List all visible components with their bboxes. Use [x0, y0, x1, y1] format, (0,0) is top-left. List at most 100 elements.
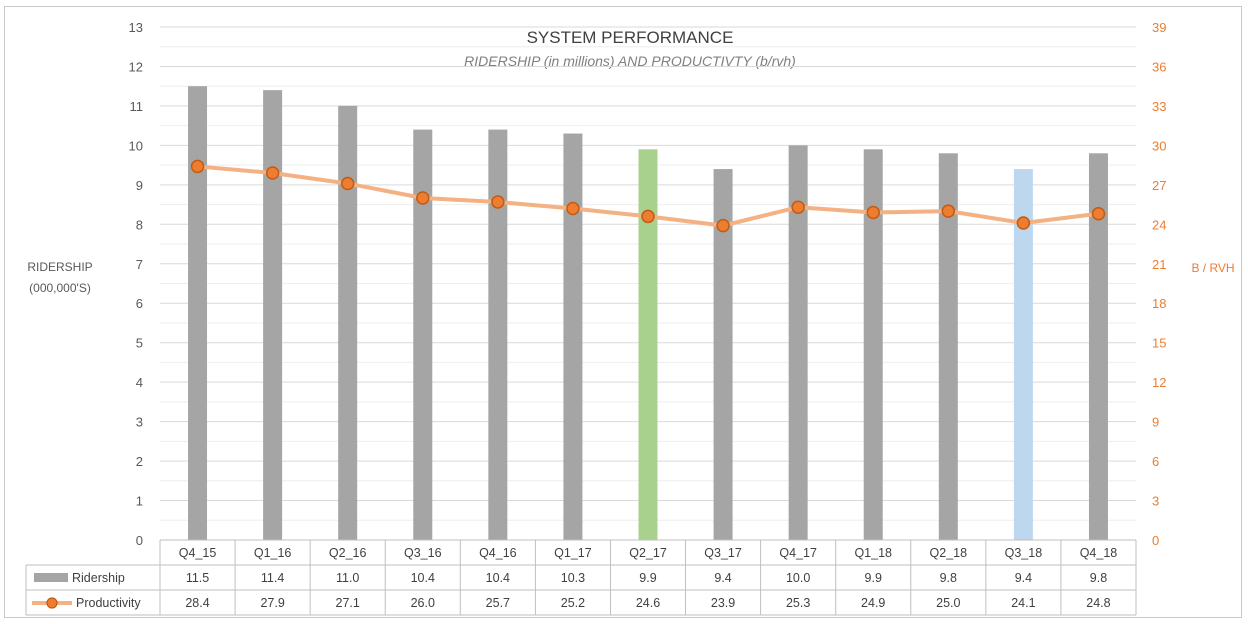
- category-label: Q3_16: [404, 546, 442, 560]
- category-label: Q2_17: [629, 546, 667, 560]
- chart-title: SYSTEM PERFORMANCE: [527, 28, 734, 47]
- left-tick-label: 9: [136, 178, 143, 193]
- productivity-point: [566, 201, 580, 216]
- left-axis-label-line2: (000,000'S): [29, 281, 91, 295]
- category-label: Q1_17: [554, 546, 592, 560]
- productivity-value-cell: 24.8: [1086, 596, 1110, 610]
- productivity-point: [941, 204, 956, 218]
- productivity-value-cell: 28.4: [185, 596, 209, 610]
- category-label: Q4_15: [179, 546, 217, 560]
- right-tick-label: 30: [1152, 138, 1166, 153]
- data-table: Q4_15 Q1_16 Q2_16 Q3_16 Q4_16 Q1_17 Q2_17 Q3_17…: [25, 539, 1137, 616]
- productivity-value-cell: 23.9: [711, 596, 735, 610]
- ridership-bar: [413, 129, 433, 540]
- ridership-bars: [188, 86, 1108, 541]
- ridership-value-cell: 9.4: [1015, 571, 1032, 585]
- right-tick-label: 12: [1152, 375, 1166, 390]
- ridership-legend-key: [34, 573, 68, 582]
- chart-frame: [4, 6, 1242, 618]
- productivity-value-cell: 26.0: [411, 596, 435, 610]
- right-tick-label: 0: [1152, 533, 1159, 548]
- productivity-value-cell: 24.1: [1011, 596, 1035, 610]
- ridership-bar: [938, 153, 958, 540]
- right-tick-label: 18: [1152, 296, 1166, 311]
- productivity-point: [1091, 207, 1106, 221]
- ridership-value-cell: 10.0: [786, 571, 810, 585]
- right-tick-label: 36: [1152, 59, 1166, 74]
- category-label: Q3_17: [704, 546, 742, 560]
- productivity-point: [190, 159, 205, 174]
- productivity-point: [416, 191, 430, 205]
- ridership-bar: [188, 86, 208, 540]
- category-label: Q4_16: [479, 546, 517, 560]
- left-tick-label: 0: [136, 533, 143, 548]
- ridership-value-cell: 11.0: [336, 571, 359, 585]
- productivity-value-cell: 25.7: [486, 596, 510, 610]
- left-tick-label: 6: [136, 296, 143, 311]
- right-axis-label: B / RVH: [1191, 261, 1234, 275]
- productivity-legend-label: Productivity: [76, 596, 141, 610]
- ridership-value-cell: 9.9: [865, 571, 882, 585]
- ridership-bar: [263, 90, 283, 540]
- ridership-bar: [1013, 169, 1033, 541]
- ridership-value-cell: 11.5: [186, 571, 209, 585]
- ridership-value-cell: 9.8: [1090, 571, 1107, 585]
- productivity-point: [340, 176, 355, 191]
- left-tick-label: 2: [136, 454, 143, 469]
- chart-subtitle: RIDERSHIP (in millions) AND PRODUCTIVTY …: [464, 53, 796, 69]
- productivity-value-cell: 25.2: [561, 596, 585, 610]
- ridership-bar: [713, 169, 733, 541]
- category-label: Q1_16: [254, 546, 292, 560]
- left-tick-label: 10: [129, 138, 143, 153]
- ridership-value-cell: 9.9: [639, 571, 656, 585]
- left-tick-label: 8: [136, 217, 143, 232]
- right-tick-label: 9: [1152, 415, 1159, 430]
- productivity-point: [265, 166, 280, 180]
- productivity-point: [716, 218, 730, 233]
- right-tick-label: 27: [1152, 178, 1166, 193]
- category-label: Q2_18: [930, 546, 968, 560]
- left-axis-label-line1: RIDERSHIP: [27, 260, 92, 274]
- productivity-legend-marker: [46, 597, 58, 609]
- left-tick-label: 13: [129, 20, 143, 35]
- right-tick-label: 6: [1152, 454, 1159, 469]
- productivity-value-cell: 27.9: [260, 596, 284, 610]
- productivity-line: [190, 159, 1106, 233]
- ridership-value-cell: 10.3: [561, 571, 585, 585]
- ridership-legend-label: Ridership: [72, 571, 125, 585]
- ridership-bar: [488, 129, 508, 540]
- left-tick-label: 7: [136, 257, 143, 272]
- ridership-bar: [638, 149, 658, 541]
- ridership-bar: [788, 145, 808, 540]
- axis-ticks: 0123456789101112130369121518212427303336…: [129, 20, 1167, 548]
- right-tick-label: 33: [1152, 99, 1166, 114]
- right-tick-label: 39: [1152, 20, 1166, 35]
- ridership-bar: [563, 133, 583, 541]
- right-tick-label: 3: [1152, 494, 1159, 509]
- productivity-point: [791, 200, 805, 214]
- productivity-point: [491, 195, 505, 209]
- category-label: Q4_18: [1080, 546, 1118, 560]
- left-tick-label: 3: [136, 415, 143, 430]
- category-label: Q4_17: [779, 546, 817, 560]
- ridership-value-cell: 9.8: [940, 571, 957, 585]
- category-label: Q3_18: [1005, 546, 1043, 560]
- ridership-value-cell: 10.4: [411, 571, 435, 585]
- left-tick-label: 1: [136, 494, 143, 509]
- productivity-value-cell: 24.6: [636, 596, 660, 610]
- ridership-value-cell: 10.4: [486, 571, 510, 585]
- left-tick-label: 4: [136, 375, 143, 390]
- left-tick-label: 11: [130, 99, 144, 114]
- productivity-point: [866, 205, 880, 220]
- productivity-value-cell: 27.1: [336, 596, 360, 610]
- left-tick-label: 5: [136, 336, 143, 351]
- right-tick-label: 24: [1152, 217, 1166, 232]
- ridership-value-cell: 9.4: [714, 571, 731, 585]
- right-tick-label: 21: [1152, 257, 1166, 272]
- ridership-bar: [1088, 153, 1108, 540]
- left-tick-label: 12: [129, 59, 143, 74]
- category-label: Q1_18: [854, 546, 892, 560]
- ridership-bar: [338, 105, 358, 540]
- productivity-value-cell: 24.9: [861, 596, 885, 610]
